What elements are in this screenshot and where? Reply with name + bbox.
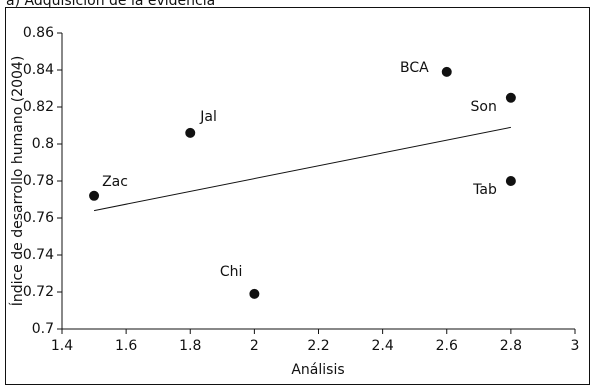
point: [89, 190, 100, 201]
y-tick-label: 0.84: [23, 62, 54, 78]
y-axis-label: Índice de desarrollo humano (2004): [9, 56, 26, 307]
y-tick-label: 0.72: [23, 284, 54, 300]
x-tick-label: 3: [571, 338, 580, 354]
y-tick-label: 0.74: [23, 247, 54, 263]
point: [441, 66, 452, 77]
point-label: Zac: [102, 174, 128, 190]
y-tick-label: 0.7: [32, 321, 54, 337]
y-tick-label: 0.8: [32, 136, 54, 152]
x-tick-label: 2: [250, 338, 259, 354]
chart-title: a) Adquisición de la evidencia: [6, 0, 215, 9]
x-tick-label: 1.4: [51, 338, 73, 354]
point: [185, 127, 196, 138]
x-axis-label: Análisis: [291, 362, 344, 378]
point-label: Jal: [199, 109, 217, 125]
point-label: BCA: [400, 60, 429, 76]
point: [249, 288, 260, 299]
point-label: Son: [471, 99, 497, 115]
x-tick-label: 2.8: [500, 338, 522, 354]
x-tick-label: 2.2: [307, 338, 329, 354]
x-tick-label: 2.4: [371, 338, 393, 354]
y-tick-label: 0.76: [23, 210, 54, 226]
x-tick-label: 1.8: [179, 338, 201, 354]
x-tick-label: 2.6: [436, 338, 458, 354]
x-tick-label: 1.6: [115, 338, 137, 354]
y-tick-label: 0.82: [23, 99, 54, 115]
figure-frame: [5, 7, 590, 385]
point-label: Tab: [472, 182, 497, 198]
point: [505, 92, 516, 103]
y-tick-label: 0.78: [23, 173, 54, 189]
trend-line: [93, 126, 511, 212]
point: [505, 176, 516, 186]
point-label: Chi: [220, 264, 243, 280]
y-tick-label: 0.86: [23, 25, 54, 41]
